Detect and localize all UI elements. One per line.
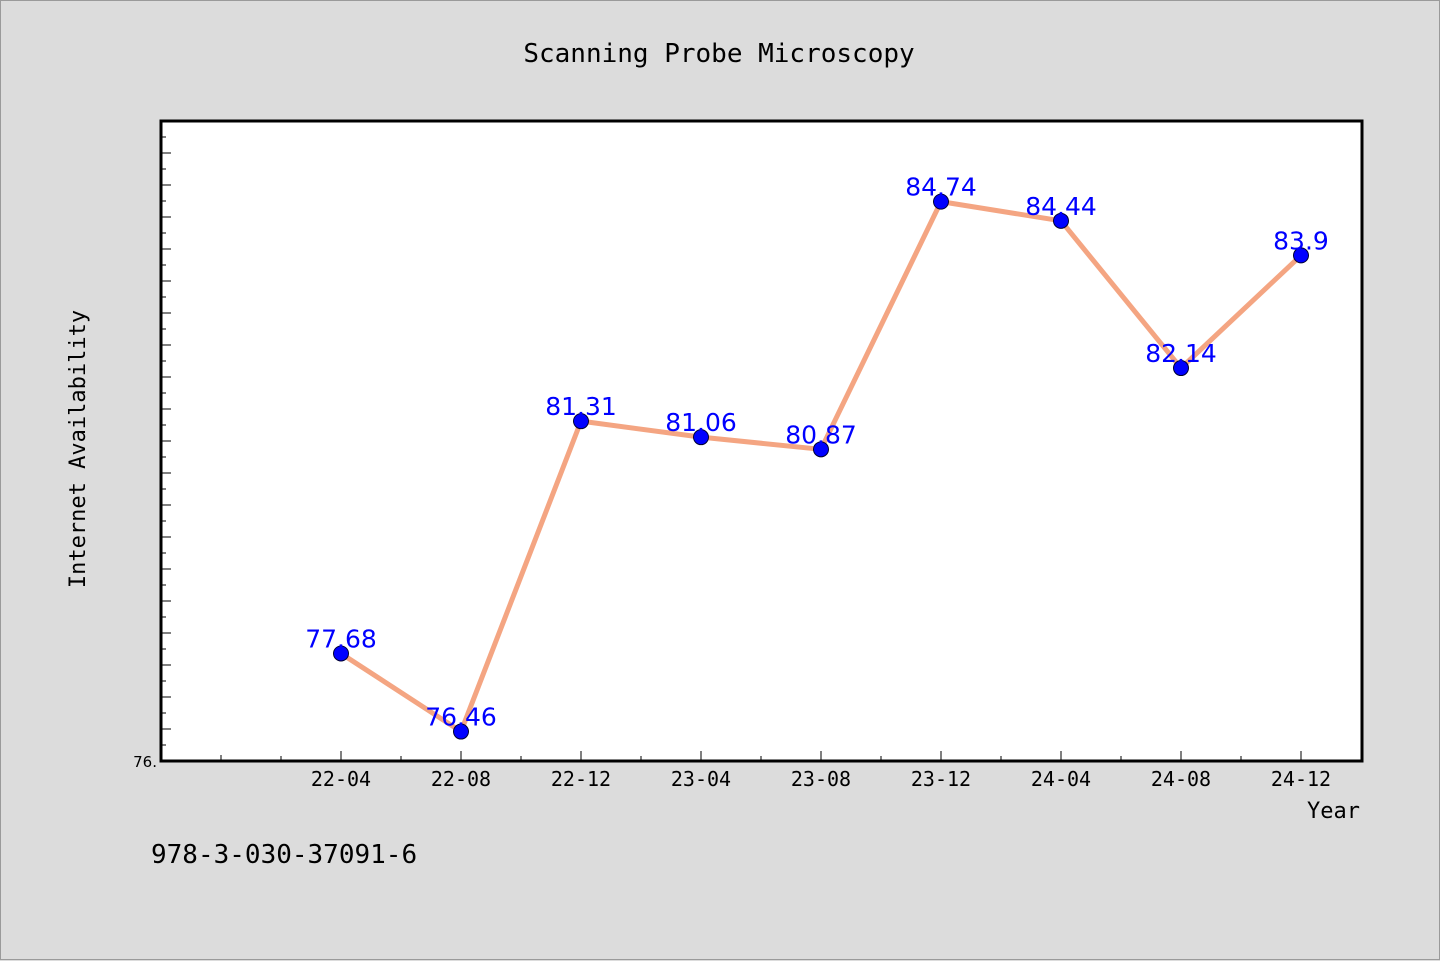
data-label: 77.68 [305,624,377,653]
data-point [1173,360,1189,377]
x-tick-label: 23-08 [791,767,851,791]
data-point [573,413,589,430]
data-label: 81.06 [665,408,737,437]
x-axis-tick-labels: 22-04 22-08 22-12 23-04 23-08 23-12 24-04 24-08… [311,767,1331,791]
y-tick-label: 76. [133,753,157,771]
data-point [693,429,709,446]
series-markers [333,193,1309,740]
data-point [1293,247,1309,264]
data-point [1053,212,1069,229]
x-tick-label: 23-04 [671,767,731,791]
data-label: 84.74 [905,173,977,202]
data-label: 83.9 [1273,226,1329,255]
data-label: 76.46 [425,703,497,732]
data-label: 80.87 [785,420,857,449]
data-label: 82.14 [1145,339,1217,368]
chart-title: Scanning Probe Microscopy [523,39,914,69]
x-tick-label: 24-08 [1151,767,1211,791]
x-axis-ticks [220,751,1302,761]
data-labels: 77.68 76.46 81.31 81.06 80.87 84.74 84.44 82.14… [305,173,1329,732]
footnote-isbn: 978-3-030-37091-6 [151,840,417,870]
x-tick-label: 24-04 [1031,767,1091,791]
data-point [813,441,829,458]
data-point [333,645,349,662]
data-label: 84.44 [1025,192,1097,221]
data-label: 81.31 [545,392,617,421]
x-tick-label: 22-04 [311,767,371,791]
x-axis-label: Year [1307,799,1360,824]
y-axis-label: Internet Availability [66,310,91,588]
x-tick-label: 24-12 [1271,767,1331,791]
x-tick-label: 22-12 [551,767,611,791]
data-point [933,193,949,210]
x-tick-label: 23-12 [911,767,971,791]
y-axis-ticks [161,120,171,762]
x-tick-label: 22-08 [431,767,491,791]
data-point [453,723,469,740]
